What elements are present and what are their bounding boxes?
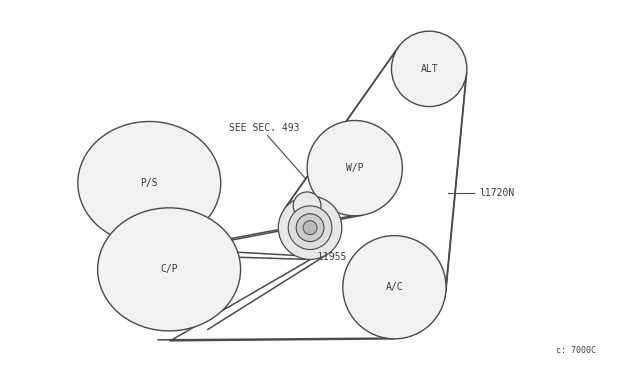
Text: l1955: l1955 (317, 253, 346, 263)
Text: ALT: ALT (420, 64, 438, 74)
Text: c: 7000C: c: 7000C (556, 346, 596, 355)
Circle shape (288, 206, 332, 250)
Circle shape (343, 235, 446, 339)
Text: W/P: W/P (346, 163, 364, 173)
Text: l1720N: l1720N (479, 188, 514, 198)
Text: SEE SEC. 493: SEE SEC. 493 (228, 124, 299, 134)
Circle shape (296, 214, 324, 241)
Circle shape (278, 196, 342, 259)
Ellipse shape (78, 122, 221, 244)
Text: A/C: A/C (386, 282, 403, 292)
Circle shape (293, 192, 321, 220)
Circle shape (303, 221, 317, 235)
Text: C/P: C/P (161, 264, 178, 275)
Ellipse shape (98, 208, 241, 331)
Circle shape (307, 121, 403, 216)
Circle shape (392, 31, 467, 107)
Text: P/S: P/S (140, 178, 158, 188)
